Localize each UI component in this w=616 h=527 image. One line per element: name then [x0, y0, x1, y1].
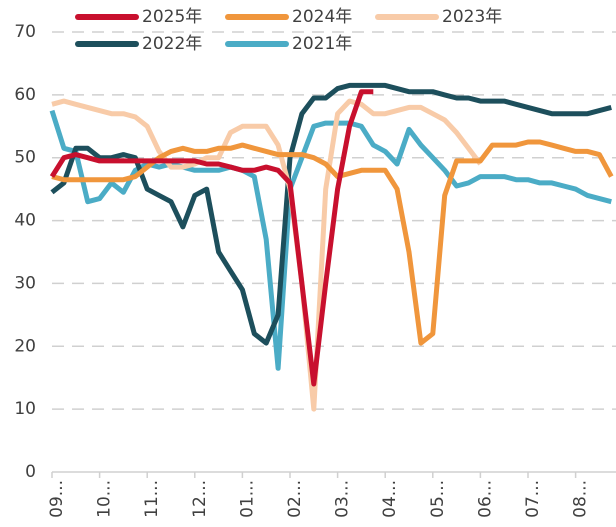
y-tick-label: 20	[14, 336, 36, 356]
x-tick-label: 05...	[428, 480, 448, 518]
y-tick-label: 40	[14, 211, 36, 231]
y-tick-label: 60	[14, 85, 36, 105]
series-line	[51, 98, 483, 412]
series-line	[51, 139, 614, 346]
y-tick-label: 0	[25, 462, 36, 482]
x-tick-label: 06...	[475, 480, 495, 518]
x-tick-label: 12...	[190, 480, 210, 518]
x-tick-label: 07...	[523, 480, 543, 518]
legend-label: 2024年	[292, 7, 352, 27]
y-tick-label: 10	[14, 399, 36, 419]
series-line	[49, 89, 374, 387]
y-tick-label: 70	[14, 22, 36, 42]
series-line	[50, 82, 612, 346]
legend-label: 2023年	[442, 7, 502, 27]
x-tick-label: 08...	[571, 480, 591, 518]
legend-label: 2025年	[142, 7, 202, 27]
x-tick-label: 09...	[47, 480, 67, 518]
x-tick-label: 04...	[380, 480, 400, 518]
x-tick-label: 10...	[95, 480, 115, 518]
legend-label: 2021年	[292, 34, 352, 54]
y-tick-label: 50	[14, 148, 36, 168]
x-tick-label: 02...	[285, 480, 305, 518]
x-tick-label: 01...	[237, 480, 257, 518]
x-tick-label: 11...	[142, 480, 162, 518]
x-tick-label: 03...	[333, 480, 353, 518]
y-tick-label: 30	[14, 273, 36, 293]
series-line	[49, 109, 612, 371]
legend-label: 2022年	[142, 34, 202, 54]
